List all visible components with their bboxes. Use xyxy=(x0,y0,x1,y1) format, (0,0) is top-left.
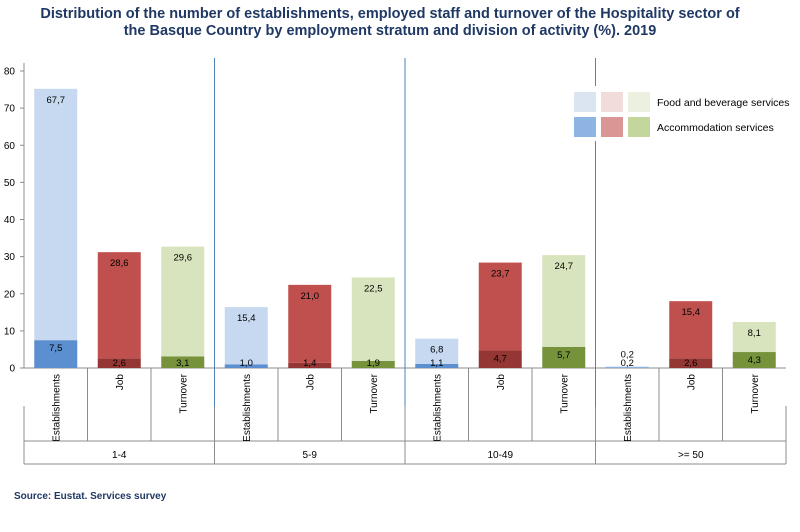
data-label-accommodation: 7,5 xyxy=(49,343,62,354)
y-tick-label: 80 xyxy=(4,67,16,78)
category-label: Job xyxy=(496,374,507,391)
data-label-food-beverage: 6,8 xyxy=(430,345,443,356)
y-tick-label: 40 xyxy=(4,215,16,226)
bar-food-beverage xyxy=(542,255,586,347)
legend-label-food: Food and beverage services xyxy=(657,97,790,109)
legend-swatch-accommodation xyxy=(628,117,650,137)
category-label: Establishments xyxy=(623,374,634,442)
bar-food-beverage xyxy=(351,277,395,361)
data-label-accommodation: 1,4 xyxy=(303,358,316,369)
data-label-food-beverage: 15,4 xyxy=(237,313,256,324)
category-label: Turnover xyxy=(178,373,189,413)
data-label-accommodation: 4,3 xyxy=(748,355,761,366)
y-tick-label: 20 xyxy=(4,289,16,300)
legend-swatch-food xyxy=(628,92,650,112)
bar-accommodation xyxy=(351,360,395,368)
bar-accommodation xyxy=(478,350,522,368)
legend-swatch-food xyxy=(574,92,596,112)
bar-food-beverage xyxy=(605,366,649,368)
bar-accommodation xyxy=(34,340,78,368)
bar-accommodation xyxy=(542,346,586,368)
category-label: Establishments xyxy=(51,374,62,442)
y-tick-label: 0 xyxy=(9,364,15,375)
legend-swatch-food xyxy=(601,92,623,112)
bar-accommodation xyxy=(732,352,776,368)
data-label-accommodation: 4,7 xyxy=(494,354,507,365)
category-label: Turnover xyxy=(369,373,380,413)
bar-accommodation xyxy=(669,358,713,368)
bar-accommodation xyxy=(288,362,332,368)
bar-accommodation xyxy=(605,367,649,368)
category-label: Job xyxy=(305,374,316,391)
y-tick-label: 70 xyxy=(4,104,16,115)
data-label-food-beverage: 8,1 xyxy=(748,328,761,339)
data-label-food-beverage: 28,6 xyxy=(110,258,129,269)
y-tick-label: 10 xyxy=(4,326,16,337)
data-label-food-beverage: 67,7 xyxy=(47,95,66,106)
source-note: Source: Eustat. Services survey xyxy=(14,491,167,502)
legend-label-accommodation: Accommodation services xyxy=(657,122,774,134)
category-label: Turnover xyxy=(559,373,570,413)
bar-food-beverage xyxy=(415,338,459,364)
data-label-food-beverage: 23,7 xyxy=(491,269,510,280)
data-label-food-beverage: 0,2 xyxy=(621,350,634,361)
bar-food-beverage xyxy=(478,262,522,351)
data-label-food-beverage: 29,6 xyxy=(174,253,193,264)
bar-food-beverage xyxy=(288,284,332,363)
data-label-food-beverage: 22,5 xyxy=(364,283,383,294)
y-tick-label: 30 xyxy=(4,252,16,263)
data-label-accommodation: 1,1 xyxy=(430,358,443,369)
data-label-food-beverage: 24,7 xyxy=(555,261,574,272)
group-label: 1-4 xyxy=(112,450,127,461)
data-label-accommodation: 1,0 xyxy=(240,358,253,369)
group-label: >= 50 xyxy=(678,450,704,461)
data-label-accommodation: 2,6 xyxy=(684,358,697,369)
chart-title: Distribution of the number of establishm… xyxy=(40,6,740,39)
bar-food-beverage xyxy=(732,321,776,353)
bar-accommodation xyxy=(415,363,459,368)
data-label-accommodation: 0,2 xyxy=(621,358,634,369)
category-label: Establishments xyxy=(242,374,253,442)
bar-food-beverage xyxy=(669,301,713,359)
data-label-accommodation: 3,1 xyxy=(176,358,189,369)
group-label: 5-9 xyxy=(303,450,318,461)
bar-accommodation xyxy=(161,356,205,368)
legend-swatch-accommodation xyxy=(574,117,596,137)
bar-food-beverage xyxy=(34,88,78,341)
category-label: Job xyxy=(686,374,697,391)
data-label-food-beverage: 15,4 xyxy=(682,307,701,318)
data-label-food-beverage: 21,0 xyxy=(301,291,320,302)
y-tick-label: 50 xyxy=(4,178,16,189)
legend-swatch-accommodation xyxy=(601,117,623,137)
category-label: Job xyxy=(115,374,126,391)
bar-food-beverage xyxy=(161,246,205,357)
y-tick-label: 60 xyxy=(4,141,16,152)
data-label-accommodation: 2,6 xyxy=(113,358,126,369)
data-label-accommodation: 5,7 xyxy=(557,350,570,361)
data-label-accommodation: 1,9 xyxy=(367,358,380,369)
category-label: Turnover xyxy=(750,373,761,413)
group-label: 10-49 xyxy=(487,450,513,461)
category-label: Establishments xyxy=(432,374,443,442)
bar-food-beverage xyxy=(224,307,268,365)
bar-food-beverage xyxy=(97,252,141,359)
bar-accommodation xyxy=(224,364,268,368)
bar-accommodation xyxy=(97,358,141,368)
